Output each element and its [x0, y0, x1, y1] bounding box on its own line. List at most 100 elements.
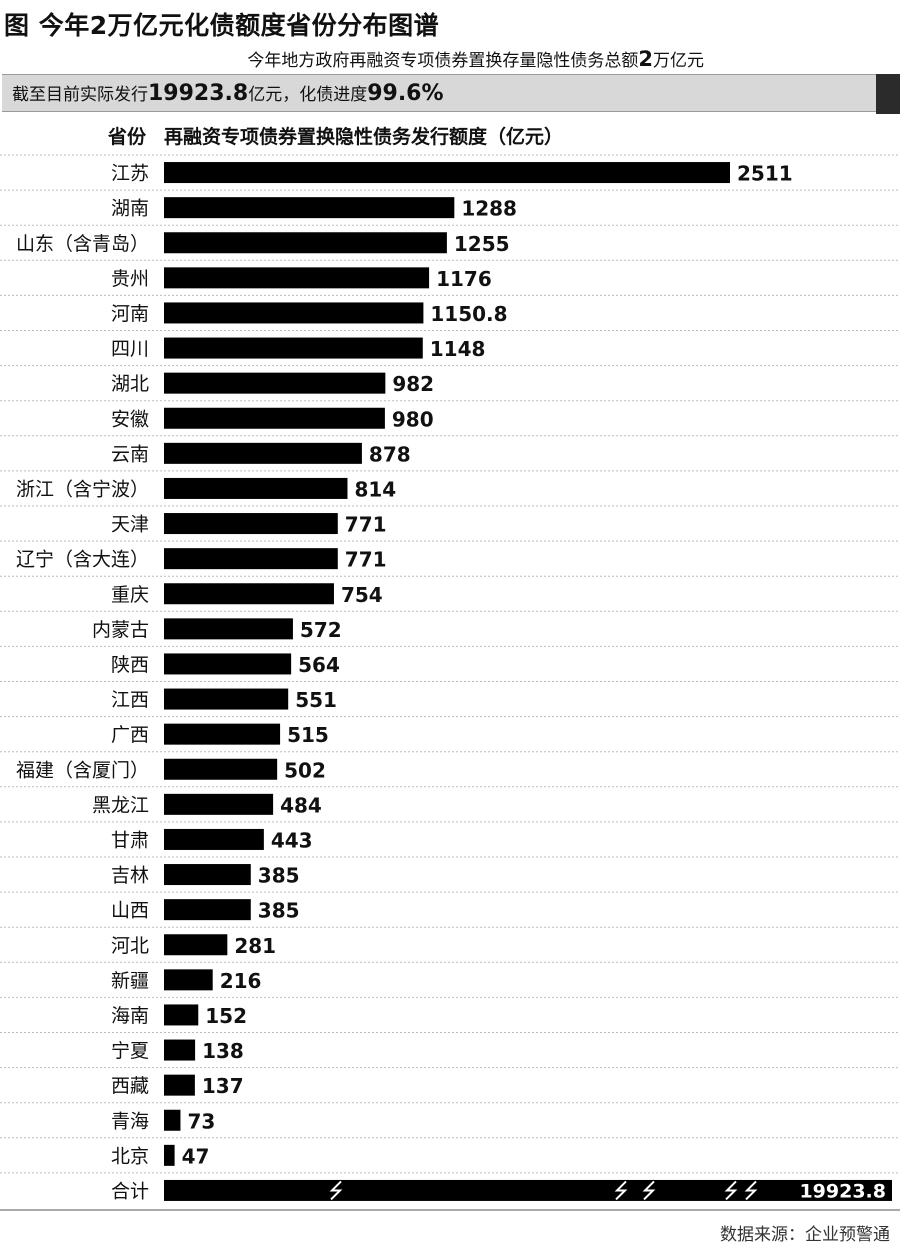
value-label: 1148	[430, 337, 486, 361]
bar	[164, 513, 338, 535]
bar	[164, 372, 386, 394]
bar	[164, 688, 289, 710]
province-label: 新疆	[111, 970, 149, 992]
axis-break-mark	[744, 1180, 758, 1201]
bar	[164, 618, 293, 640]
value-label: 564	[298, 653, 340, 677]
bar	[164, 899, 251, 921]
value-label: 878	[369, 442, 411, 466]
bar	[164, 934, 228, 956]
subtitle-prefix: 今年地方政府再融资专项债券置换存量隐性债务总额	[247, 51, 639, 71]
bar	[164, 1074, 195, 1096]
province-label: 云南	[111, 443, 149, 465]
value-label: 2511	[737, 162, 793, 186]
bar	[164, 197, 455, 219]
province-label: 湖北	[111, 373, 149, 395]
bar	[164, 1109, 181, 1131]
province-label: 重庆	[111, 584, 149, 606]
province-label: 山西	[111, 900, 149, 922]
subtitle-unit: 万亿元	[653, 51, 704, 71]
province-label: 四川	[111, 338, 149, 360]
value-label: 1176	[436, 267, 492, 291]
value-label: 1255	[454, 232, 510, 256]
province-label: 湖南	[111, 198, 149, 220]
chart-subtitle: 今年地方政府再融资专项债券置换存量隐性债务总额2万亿元	[247, 46, 704, 71]
banner-issued-value: 19923.8	[148, 81, 249, 106]
value-label: 1288	[461, 197, 517, 221]
bar	[164, 477, 348, 499]
banner-progress-value: 99.6%	[367, 81, 444, 106]
banner-mid-text: 亿元，化债进度	[248, 85, 368, 105]
province-label: 贵州	[111, 268, 149, 290]
data-source: 数据来源：企业预警通	[720, 1225, 890, 1245]
value-label: 281	[234, 934, 276, 958]
province-label: 河南	[111, 303, 149, 325]
value-label: 47	[182, 1144, 210, 1168]
province-label: 江西	[111, 689, 149, 711]
province-label: 河北	[111, 935, 149, 957]
value-label: 138	[202, 1039, 244, 1063]
province-label: 青海	[111, 1110, 149, 1132]
bar	[164, 162, 730, 184]
column-header-province: 省份	[108, 126, 147, 148]
province-label: 山东（含青岛）	[16, 233, 149, 255]
bar	[164, 548, 338, 570]
axis-break-mark	[724, 1180, 738, 1201]
value-label: 771	[345, 513, 387, 537]
province-label: 广西	[111, 724, 149, 746]
value-label: 137	[202, 1074, 244, 1098]
province-label: 陕西	[111, 654, 149, 676]
chart-title: 图 今年2万亿元化债额度省份分布图谱	[4, 11, 440, 40]
value-label: 73	[187, 1109, 215, 1133]
province-label: 黑龙江	[92, 794, 149, 816]
value-label: 385	[258, 864, 300, 888]
value-label: 484	[280, 793, 322, 817]
bar	[164, 442, 362, 464]
province-label: 天津	[111, 514, 149, 536]
province-label: 海南	[111, 1005, 149, 1027]
bar	[164, 653, 292, 675]
axis-break-mark	[614, 1180, 628, 1201]
bar	[164, 1039, 196, 1061]
province-label: 福建（含厦门）	[16, 759, 149, 781]
total-value-label: 19923.8	[799, 1180, 886, 1202]
province-label: 宁夏	[111, 1040, 149, 1062]
value-label: 216	[220, 969, 262, 993]
bar	[164, 723, 281, 745]
province-label: 辽宁（含大连）	[16, 549, 149, 571]
axis-break-mark	[329, 1180, 343, 1201]
value-label: 515	[287, 723, 329, 747]
province-label: 浙江（含宁波）	[16, 478, 149, 500]
value-label: 814	[354, 477, 396, 501]
total-label: 合计	[111, 1180, 149, 1202]
bar	[164, 337, 423, 359]
bar	[164, 232, 447, 254]
bar	[164, 793, 274, 815]
column-header-amount: 再融资专项债券置换隐性债务发行额度（亿元）	[164, 126, 564, 148]
value-label: 982	[392, 372, 434, 396]
value-label: 980	[392, 407, 434, 431]
bar	[164, 302, 424, 324]
value-label: 771	[345, 548, 387, 572]
province-label: 北京	[111, 1145, 149, 1167]
value-label: 443	[271, 828, 313, 852]
total-bar	[164, 1179, 892, 1201]
value-label: 572	[300, 618, 342, 642]
bar	[164, 969, 213, 991]
bar	[164, 864, 251, 886]
bar	[164, 583, 334, 605]
bar	[164, 1004, 199, 1026]
province-label: 甘肃	[111, 829, 149, 851]
banner-prefix: 截至目前实际发行	[12, 85, 148, 105]
province-label: 吉林	[111, 865, 149, 887]
value-label: 385	[258, 899, 300, 923]
banner-end-block	[876, 74, 900, 114]
bar	[164, 1144, 175, 1166]
progress-banner: 截至目前实际发行19923.8亿元，化债进度99.6%	[2, 74, 876, 112]
province-label: 西藏	[111, 1075, 149, 1097]
axis-break-mark	[642, 1180, 656, 1201]
province-label: 安徽	[111, 408, 149, 430]
value-label: 152	[205, 1004, 247, 1028]
bar	[164, 758, 278, 780]
